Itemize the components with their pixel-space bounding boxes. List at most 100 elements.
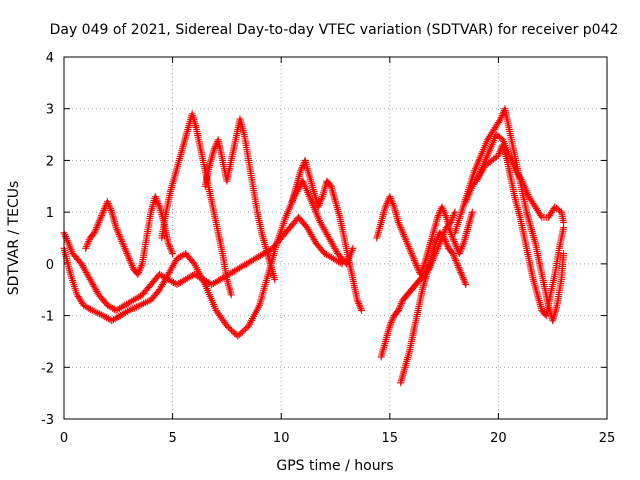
data-point [450, 236, 458, 244]
data-point [92, 225, 100, 233]
data-point [168, 248, 176, 256]
data-point [153, 198, 161, 206]
data-point [434, 212, 442, 220]
data-point [119, 239, 127, 247]
data-point [124, 251, 132, 259]
data-point [122, 246, 130, 254]
data-point [116, 232, 124, 240]
data-point [314, 203, 322, 211]
data-point [440, 208, 448, 216]
data-point [405, 244, 413, 252]
data-point [151, 193, 159, 201]
data-point [271, 275, 279, 283]
data-point [449, 213, 457, 221]
data-point [336, 259, 344, 267]
data-point [115, 231, 123, 239]
data-point [84, 239, 92, 247]
data-point [127, 258, 135, 266]
data-point [136, 265, 144, 273]
data-point [95, 217, 103, 225]
data-point [398, 227, 406, 235]
series-track-f [288, 156, 366, 314]
data-point [338, 260, 346, 268]
data-point [453, 260, 461, 268]
data-point [431, 239, 439, 247]
y-tick-labels: -3 -2 -1 0 1 2 3 4 [41, 51, 54, 428]
data-point [83, 241, 91, 249]
data-point [537, 212, 545, 220]
data-point [224, 323, 232, 331]
data-point [396, 303, 404, 311]
data-point [451, 255, 459, 263]
data-point [440, 234, 448, 242]
y-tick-label: 3 [46, 103, 54, 118]
data-point [397, 301, 405, 309]
data-point [316, 198, 324, 206]
data-point [166, 243, 174, 251]
data-point [124, 253, 132, 261]
data-point [454, 262, 462, 270]
data-point [397, 300, 405, 308]
data-point [229, 328, 237, 336]
data-point [387, 194, 395, 202]
data-point [123, 250, 131, 258]
data-point [85, 237, 93, 245]
data-point [449, 234, 457, 242]
data-point [387, 320, 395, 328]
data-point [126, 256, 134, 264]
series-track-l [473, 131, 568, 226]
data-point [94, 220, 102, 228]
data-point [418, 267, 426, 275]
data-point [456, 248, 464, 256]
data-point [406, 246, 414, 254]
data-point [433, 236, 441, 244]
data-point [450, 212, 458, 220]
data-point [412, 260, 420, 268]
data-point [155, 201, 163, 209]
data-point [447, 218, 455, 226]
data-point [237, 329, 245, 337]
data-point [403, 239, 411, 247]
data-point [353, 296, 361, 304]
data-point [386, 322, 394, 330]
y-tick-label: 0 [46, 258, 54, 273]
data-point [451, 239, 459, 247]
x-tick-label: 0 [60, 431, 68, 446]
data-point [118, 237, 126, 245]
data-point [223, 322, 231, 330]
data-point [91, 227, 99, 235]
data-point [95, 218, 103, 226]
data-point [394, 306, 402, 314]
data-point [152, 194, 160, 202]
data-point [153, 196, 161, 204]
data-point [517, 175, 525, 183]
data-point [402, 237, 410, 245]
data-point [96, 215, 104, 223]
data-point [450, 253, 458, 261]
data-point [114, 227, 122, 235]
data-point [494, 151, 502, 159]
data-point [356, 303, 364, 311]
data-point [113, 225, 121, 233]
data-point [326, 181, 334, 189]
data-point [457, 246, 465, 254]
data-point [388, 198, 396, 206]
data-point [468, 208, 476, 216]
y-tick-label: -2 [41, 361, 54, 376]
data-point [447, 231, 455, 239]
data-point [439, 205, 447, 213]
data-point [395, 220, 403, 228]
data-point [447, 217, 455, 225]
data-point [401, 234, 409, 242]
data-point [125, 255, 133, 263]
x-tick-label: 5 [168, 431, 176, 446]
data-point [460, 275, 468, 283]
data-point [441, 236, 449, 244]
data-point [119, 241, 127, 249]
data-point [123, 307, 131, 315]
data-point [116, 234, 124, 242]
data-point [103, 198, 111, 206]
data-point [397, 225, 405, 233]
data-point [413, 262, 421, 270]
data-point [122, 248, 130, 256]
